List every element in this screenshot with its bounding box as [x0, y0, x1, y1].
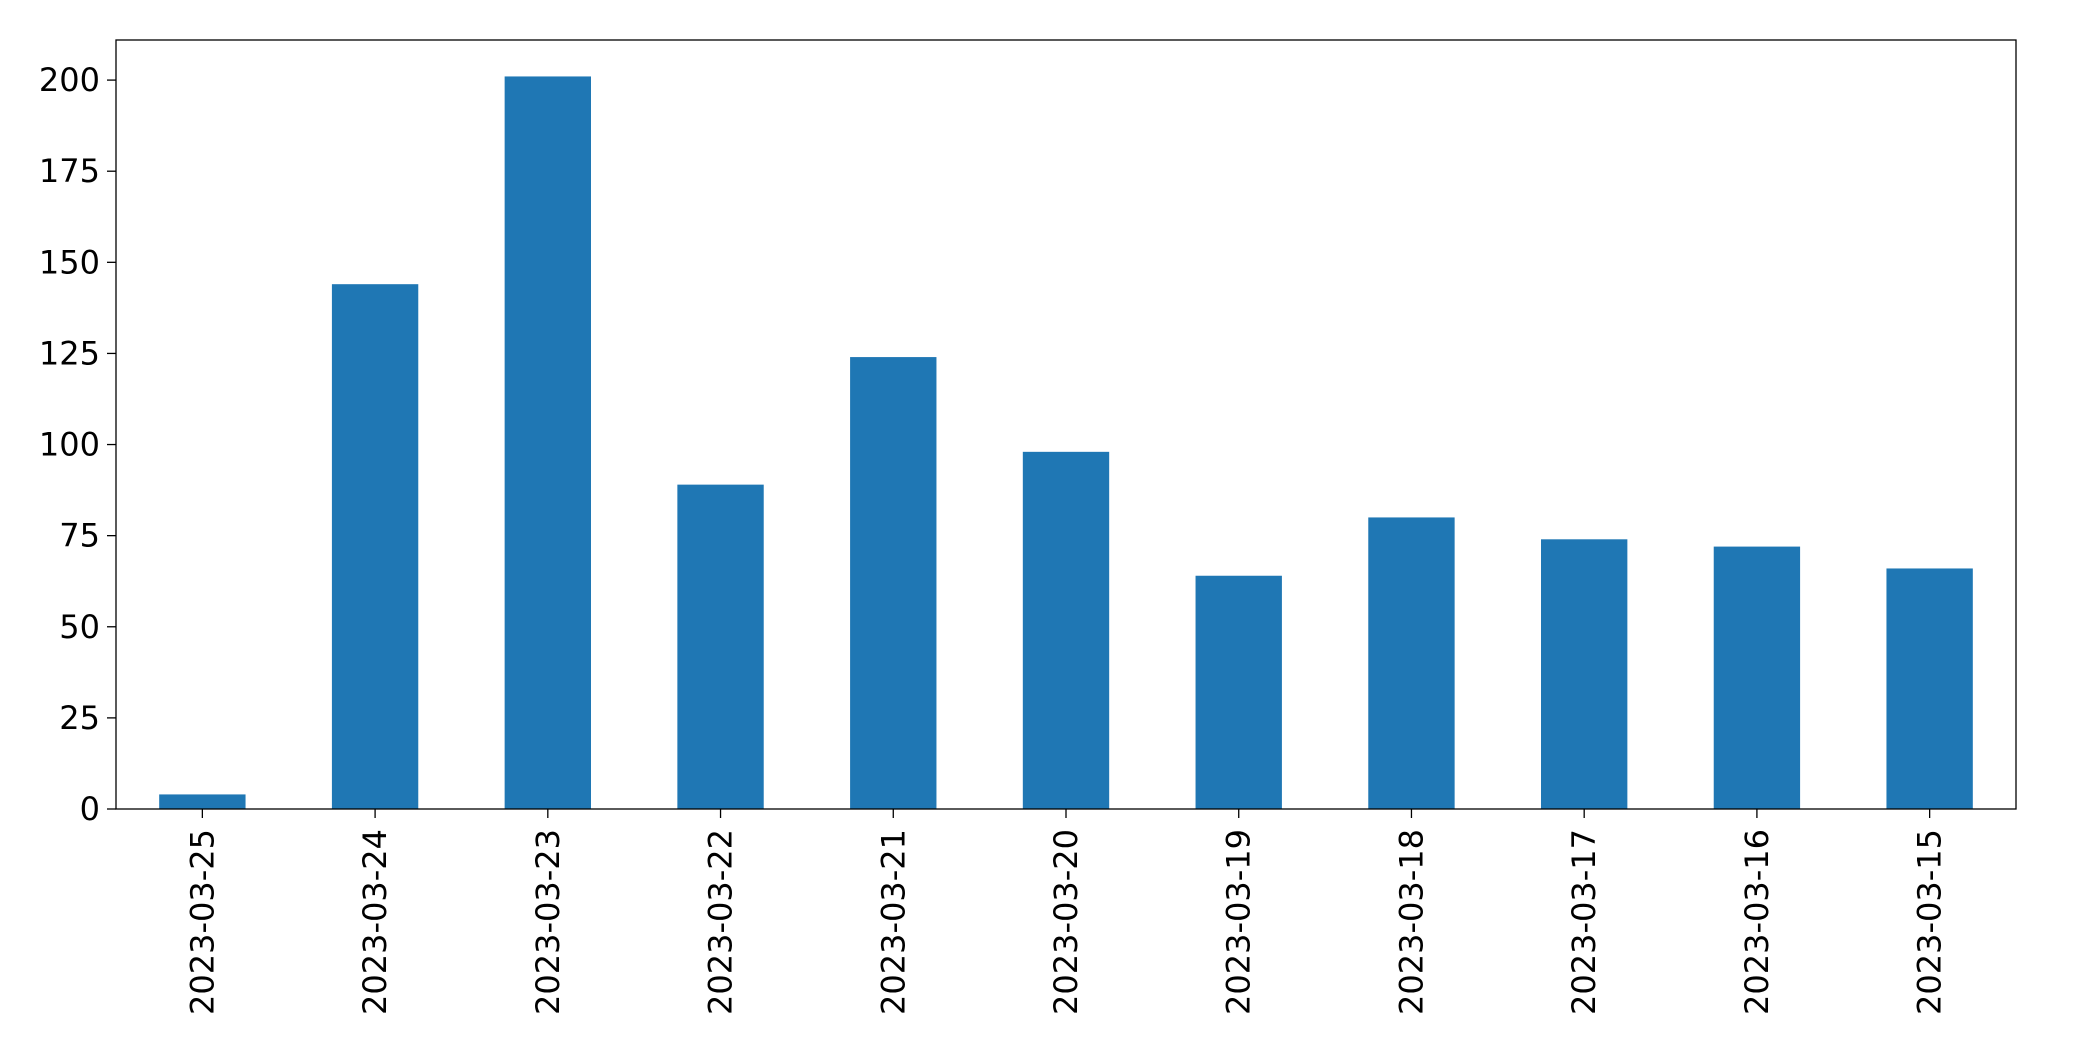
y-tick-label: 125 [39, 334, 100, 372]
x-tick-label: 2023-03-18 [1392, 829, 1430, 1015]
x-tick-label: 2023-03-23 [529, 829, 567, 1015]
bar [1022, 451, 1110, 809]
y-tick-label: 200 [39, 61, 100, 99]
y-tick-label: 50 [59, 608, 100, 646]
plot-frame [115, 39, 2017, 810]
bar [159, 794, 246, 809]
bar [1713, 546, 1801, 809]
x-tick-label: 2023-03-19 [1220, 829, 1258, 1015]
x-tick-label: 2023-03-17 [1565, 829, 1603, 1015]
x-tick-label: 2023-03-25 [183, 829, 221, 1015]
bar [850, 357, 937, 809]
x-tick-label: 2023-03-16 [1738, 829, 1776, 1015]
bar [1541, 539, 1628, 809]
bar [1886, 568, 1973, 809]
bar [331, 284, 419, 810]
y-tick-label: 25 [59, 699, 100, 737]
y-tick-label: 100 [39, 426, 100, 464]
y-tick-label: 0 [80, 790, 100, 828]
x-tick-label: 2023-03-22 [702, 829, 740, 1015]
x-tick-label: 2023-03-20 [1047, 829, 1085, 1015]
x-tick-label: 2023-03-24 [356, 829, 394, 1015]
bar [504, 76, 591, 809]
bar [1195, 575, 1282, 809]
y-tick-label: 175 [39, 152, 100, 190]
x-tick-label: 2023-03-15 [1911, 829, 1949, 1015]
y-tick-label: 75 [59, 517, 100, 555]
y-tick-label: 150 [39, 243, 100, 281]
bar [677, 484, 764, 809]
x-tick-label: 2023-03-21 [874, 829, 912, 1015]
bar [1368, 517, 1455, 809]
